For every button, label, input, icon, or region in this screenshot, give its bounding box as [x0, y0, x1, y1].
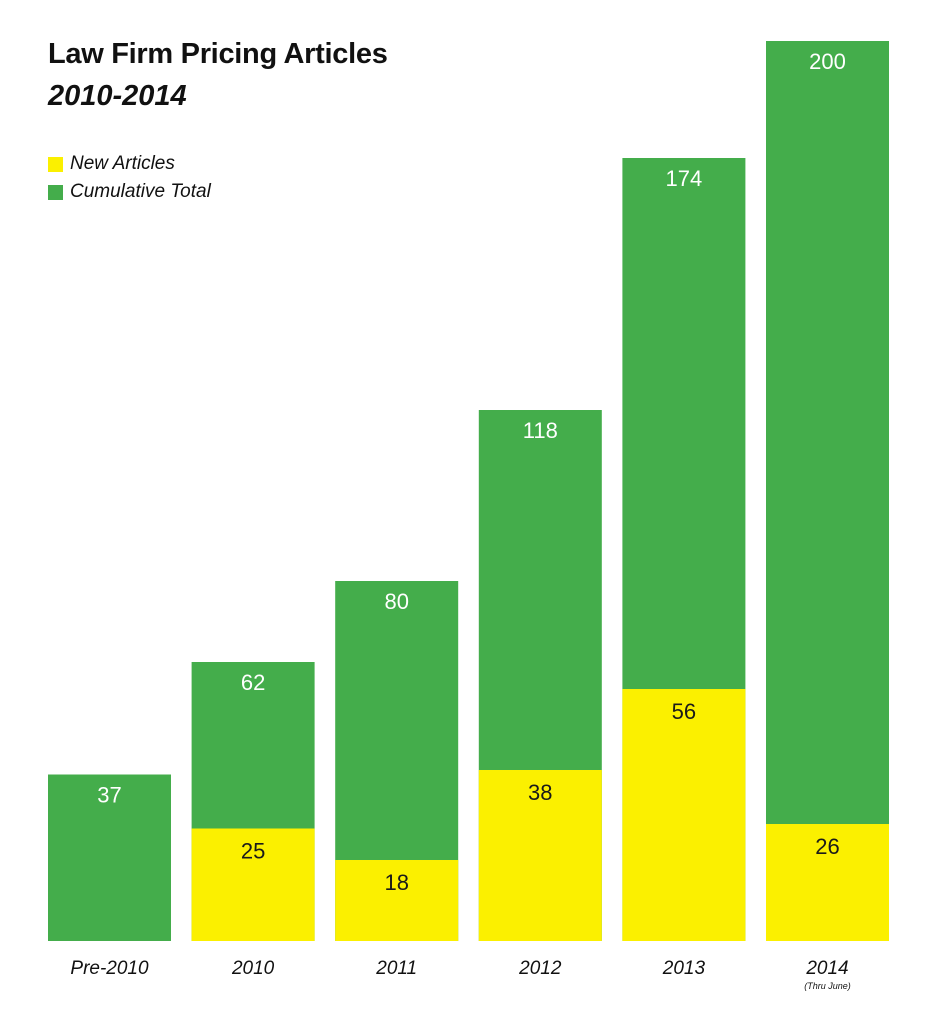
label-new-2012: 38 — [528, 780, 552, 805]
bar-new-2013 — [622, 689, 746, 941]
label-new-2014: 26 — [815, 834, 839, 859]
category-label-2010: 2010 — [231, 958, 275, 979]
category-label-2012: 2012 — [518, 958, 562, 979]
label-cumulative-2012: 118 — [523, 418, 558, 443]
category-label-pre-2010: Pre-2010 — [70, 958, 149, 979]
legend-label-new-articles: New Articles — [70, 153, 175, 174]
bar-new-2012 — [478, 770, 602, 941]
bar-cumulative-pre-2010 — [48, 774, 171, 941]
bar-new-2010 — [191, 828, 315, 941]
category-label-2011: 2011 — [375, 958, 417, 979]
label-cumulative-2010: 62 — [241, 670, 265, 695]
label-cumulative-pre-2010: 37 — [97, 783, 121, 808]
label-new-2013: 56 — [672, 699, 696, 724]
label-cumulative-2011: 80 — [384, 589, 408, 614]
category-label-2013: 2013 — [662, 958, 706, 979]
bar-new-2014 — [766, 824, 889, 941]
legend-item-new-articles: New Articles — [48, 150, 211, 178]
label-cumulative-2014: 200 — [809, 49, 846, 74]
label-cumulative-2013: 174 — [666, 166, 703, 191]
legend-swatch-new-articles — [48, 156, 63, 172]
category-label-2014: 2014 — [805, 958, 848, 979]
bar-new-2011 — [335, 860, 459, 941]
chart-title: Law Firm Pricing Articles — [48, 38, 388, 70]
legend-swatch-cumulative-total — [48, 184, 63, 200]
legend: New Articles Cumulative Total — [48, 150, 211, 206]
legend-label-cumulative-total: Cumulative Total — [70, 181, 211, 202]
label-new-2010: 25 — [241, 839, 265, 864]
category-note-2014: (Thru June) — [804, 981, 851, 991]
bar-cumulative-2014 — [766, 41, 889, 941]
chart-subtitle: 2010-2014 — [48, 80, 187, 112]
label-new-2011: 18 — [384, 870, 408, 895]
legend-item-cumulative-total: Cumulative Total — [48, 178, 211, 206]
